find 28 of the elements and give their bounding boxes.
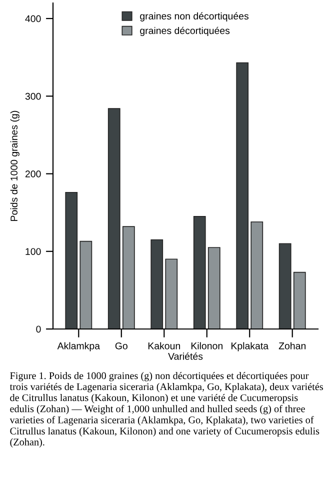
x-tick-label: Go [115, 342, 128, 350]
y-tick-label: 100 [26, 248, 41, 255]
bar [122, 226, 135, 329]
x-tick-label: Kplakata [231, 342, 269, 352]
x-tick-label: Kilonon [191, 342, 222, 350]
bar [236, 62, 249, 329]
legend-label: graines non décortiquées [140, 12, 248, 22]
bar [165, 258, 178, 329]
y-tick-label: 400 [25, 15, 41, 22]
y-tick-label: 200 [25, 170, 41, 178]
bar [80, 240, 92, 329]
bar [65, 192, 78, 329]
y-tick-label: 300 [25, 92, 41, 100]
bar [108, 108, 120, 329]
bar [208, 247, 220, 329]
x-tick-label: Aklamkpa [57, 342, 100, 352]
bar [250, 221, 264, 329]
x-axis-title: Variétés [168, 352, 203, 360]
x-tick-label: Kakoun [148, 342, 180, 350]
legend-label: graines décortiquées [140, 26, 230, 36]
caption: Figure 1. Poids de 1000 graines (g) non décortiquées et décortiquées pour trois variétés de Lagenaria siceraria (Aklamkpa, Go, Kplakata), deux variétés de Citrullus lanatus (Kakoun, Kilonon) et une variété de Cucumeropsis edulis (Zohan) — Weight of 1,000 unhulled and hulled seeds (g) of three varieties of Lagenaria siceraria (Aklamkpa, Go, Kplakata), two varieties of Citrullus lanatus (Kakoun, Kilonon) and one variety of Cucumeropsis edulis (Zohan). [10, 372, 323, 448]
x-tick-label: Zohan [278, 342, 306, 350]
bar [278, 243, 292, 329]
bar [293, 272, 306, 329]
y-tick-label: 0 [36, 326, 41, 333]
y-axis-title: Poids de 1000 graines (g) [10, 110, 20, 221]
bar [193, 216, 206, 329]
bar [150, 239, 164, 329]
